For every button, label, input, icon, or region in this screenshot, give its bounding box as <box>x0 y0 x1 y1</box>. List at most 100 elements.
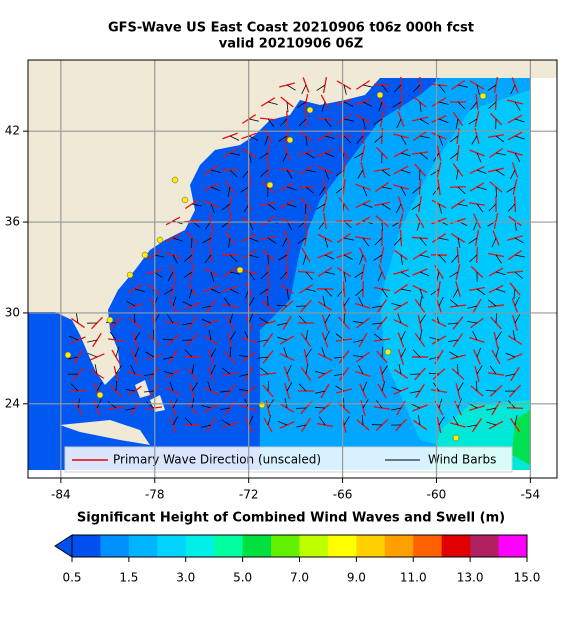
wind-barb <box>283 347 288 358</box>
wind-barb <box>297 237 307 245</box>
wind-barb <box>184 417 193 426</box>
wind-barb <box>381 288 388 298</box>
wind-barb <box>210 169 221 173</box>
wind-barb <box>419 254 430 258</box>
wind-barb <box>419 296 423 307</box>
wind-barb <box>279 271 288 280</box>
wind-barb <box>282 152 288 163</box>
wind-barb <box>286 203 297 208</box>
wind-barb <box>486 407 497 411</box>
wind-barb <box>267 101 278 105</box>
wind-barb <box>359 254 364 265</box>
buoy <box>266 181 274 189</box>
ocean-swell <box>512 410 530 465</box>
wind-barb <box>486 421 497 426</box>
wind-barb <box>229 313 234 324</box>
wind-barb <box>514 152 521 162</box>
wind-barb <box>353 320 364 324</box>
buoy <box>156 236 164 244</box>
wind-barb <box>400 169 411 174</box>
wind-barb <box>134 331 141 341</box>
wind-barb <box>392 101 402 108</box>
wind-barb <box>248 313 254 324</box>
wind-barb <box>278 254 288 261</box>
wind-barb <box>495 331 502 341</box>
wind-barb <box>115 365 122 375</box>
wind-barb <box>286 382 293 392</box>
wind-barb <box>248 135 259 141</box>
wind-barb <box>514 101 521 111</box>
wind-barb <box>201 404 212 409</box>
x-tick-label: -66 <box>333 488 353 502</box>
wind-barb <box>267 415 272 426</box>
wind-barb <box>277 420 288 426</box>
wind-barb <box>239 354 250 358</box>
colorbar-segment <box>498 535 528 557</box>
wind-barb <box>438 84 446 94</box>
wind-barb <box>324 314 331 324</box>
wind-barb <box>514 254 525 258</box>
cuba <box>60 420 150 445</box>
wind-barb <box>126 300 136 307</box>
wind-barb <box>301 84 307 95</box>
wind-barb <box>373 254 383 261</box>
wind-barb <box>201 318 212 324</box>
legend-label: Primary Wave Direction (unscaled) <box>113 453 321 467</box>
wind-barb <box>495 254 502 264</box>
wind-barb <box>229 152 240 156</box>
wind-barb <box>514 296 520 307</box>
wind-barb <box>381 346 384 358</box>
wind-barb <box>267 254 269 266</box>
legend-label: Wind Barbs <box>428 453 496 467</box>
ocean-far <box>380 90 530 470</box>
wind-barb <box>358 364 364 375</box>
wind-barb <box>343 254 354 261</box>
wind-barb <box>284 398 288 409</box>
wind-barb <box>362 203 373 208</box>
wind-barb <box>357 169 364 179</box>
wind-barb <box>393 237 402 246</box>
wind-barb <box>467 424 478 428</box>
wind-barb <box>438 135 444 146</box>
wind-barb <box>430 288 440 296</box>
wind-barb <box>260 271 269 280</box>
wind-barb <box>374 237 383 246</box>
wind-barb <box>305 152 315 159</box>
wind-barb <box>476 152 482 163</box>
wind-barb <box>475 380 478 392</box>
wind-barb <box>115 347 120 358</box>
wind-barb <box>201 424 212 428</box>
wind-barb <box>438 296 444 307</box>
wind-barb <box>495 169 505 176</box>
wind-barb <box>172 237 183 242</box>
wind-barb <box>476 84 480 95</box>
wind-barb <box>267 203 277 211</box>
wind-barb <box>372 322 383 325</box>
wind-barb <box>220 407 231 410</box>
wind-barb <box>381 84 389 94</box>
wind-barb <box>305 330 309 341</box>
wind-barb <box>68 335 79 341</box>
wind-barb <box>277 336 288 341</box>
wind-barb <box>279 118 288 127</box>
wind-barb <box>381 365 388 375</box>
buoy <box>286 136 294 144</box>
wind-barb <box>489 365 497 375</box>
wind-barb <box>356 135 364 144</box>
wind-barb <box>505 352 516 358</box>
wind-barb <box>393 84 402 93</box>
wind-barb <box>455 118 459 129</box>
wind-barb <box>87 339 98 343</box>
wind-barb <box>239 388 250 392</box>
wind-barb <box>208 330 212 341</box>
wind-barb <box>506 186 516 193</box>
wind-barb <box>429 356 440 360</box>
wind-barb <box>77 398 81 409</box>
colorbar-tick-label: 15.0 <box>514 571 541 585</box>
wind-barb <box>248 152 252 163</box>
wind-barb <box>182 301 193 307</box>
y-tick-label: 36 <box>5 215 20 229</box>
wind-barb <box>449 152 459 160</box>
wind-barb <box>378 101 383 112</box>
wind-barb <box>315 390 326 394</box>
